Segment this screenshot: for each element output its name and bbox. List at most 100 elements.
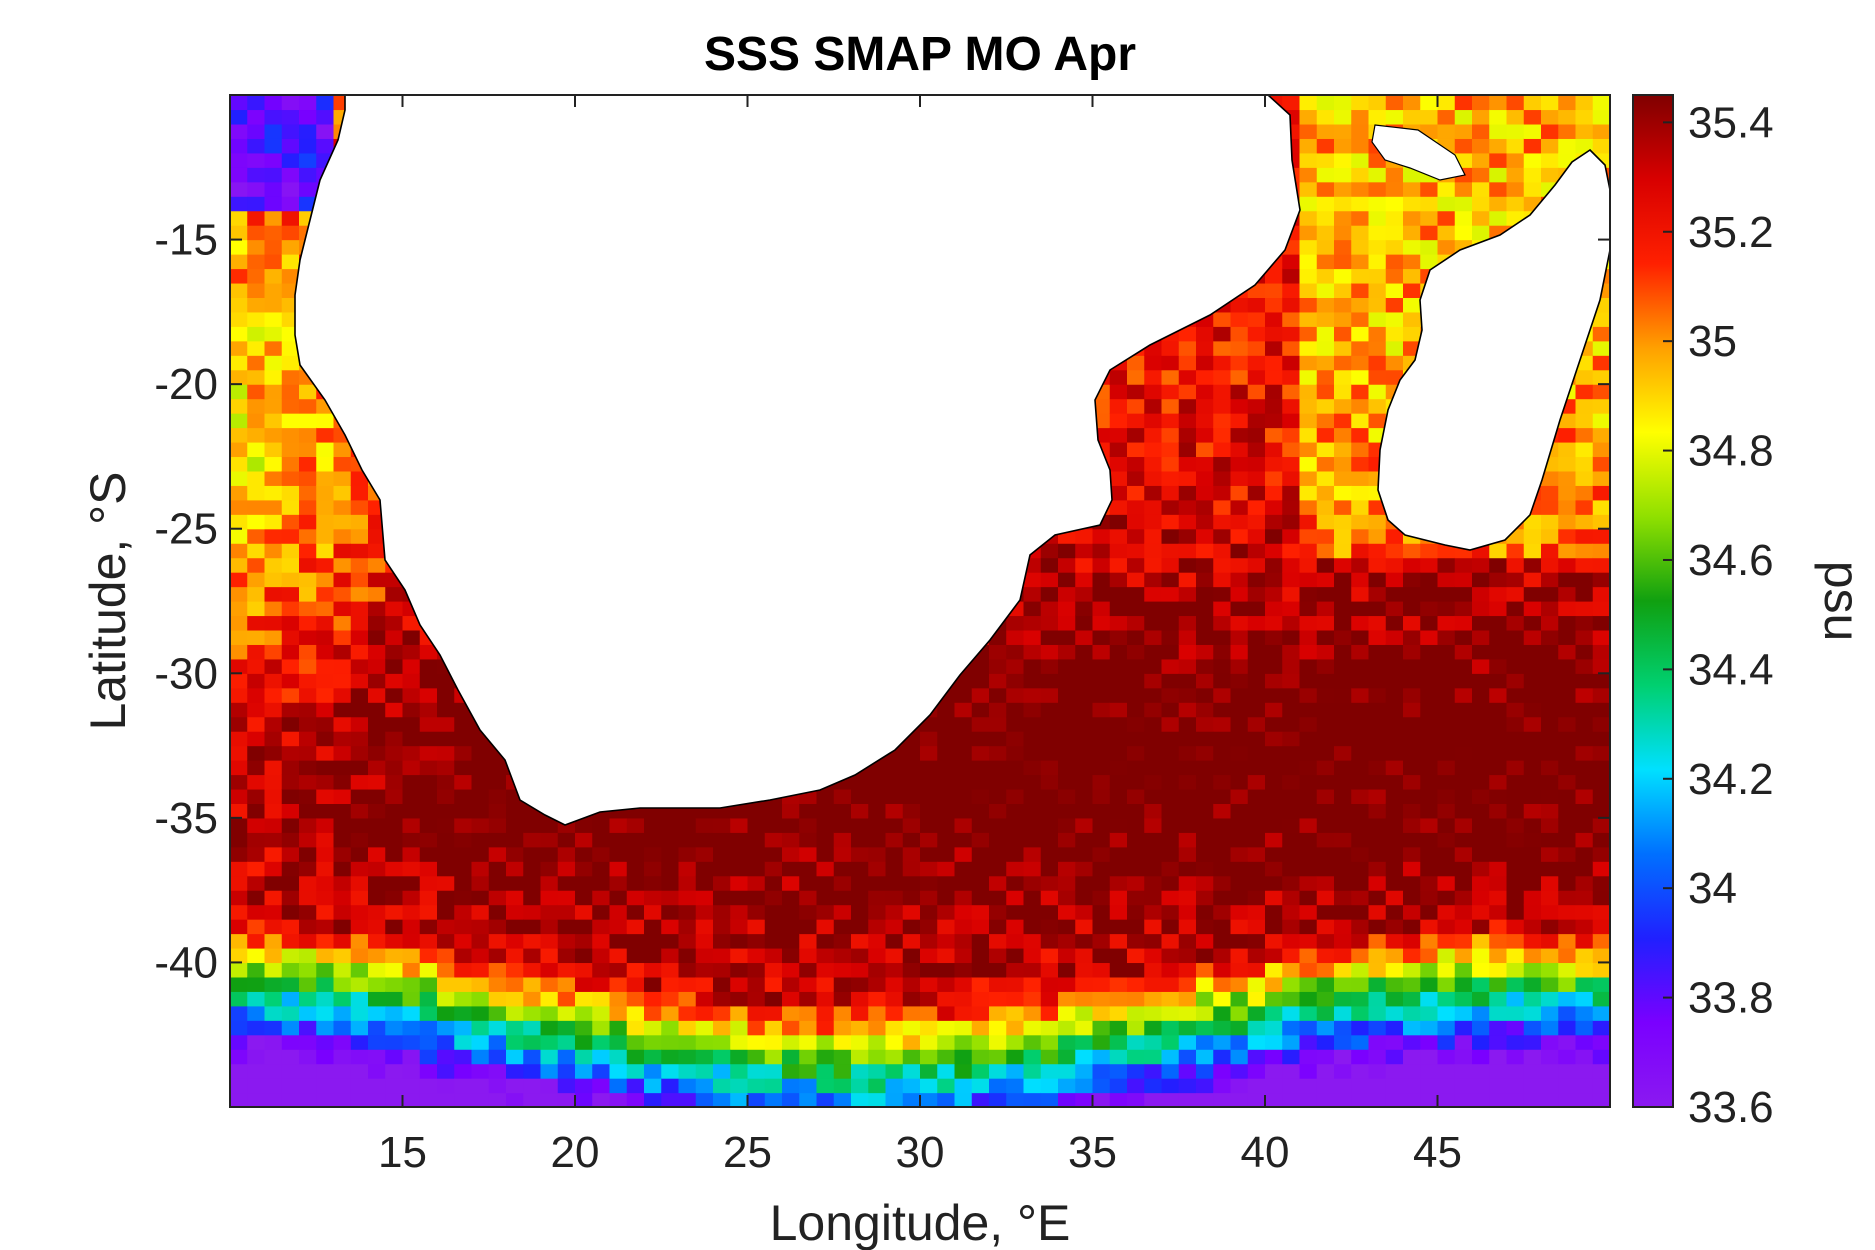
heatmap-cell bbox=[1092, 947, 1111, 964]
heatmap-cell bbox=[1196, 644, 1214, 660]
heatmap-cell bbox=[1058, 774, 1076, 790]
heatmap-cell bbox=[488, 1092, 507, 1107]
heatmap-cell bbox=[368, 644, 386, 660]
heatmap-cell bbox=[1161, 933, 1180, 949]
heatmap-cell bbox=[1282, 268, 1301, 284]
heatmap-cell bbox=[281, 225, 300, 241]
heatmap-cell bbox=[1144, 1034, 1163, 1050]
heatmap-cell bbox=[368, 904, 386, 920]
heatmap-cell bbox=[1282, 297, 1301, 313]
heatmap-cell bbox=[954, 933, 973, 949]
heatmap-cell bbox=[1351, 181, 1370, 197]
heatmap-cell bbox=[695, 1005, 714, 1021]
heatmap-cell bbox=[1144, 427, 1163, 443]
heatmap-cell bbox=[1075, 933, 1094, 949]
heatmap-cell bbox=[1127, 586, 1145, 602]
heatmap-cell bbox=[1144, 904, 1163, 920]
heatmap-cell bbox=[1109, 470, 1128, 486]
heatmap-cell bbox=[1299, 702, 1318, 718]
heatmap-cell bbox=[661, 1092, 680, 1107]
heatmap-cell bbox=[299, 1034, 317, 1050]
heatmap-cell bbox=[1454, 1092, 1473, 1107]
heatmap-cell bbox=[368, 702, 386, 718]
heatmap-cell bbox=[920, 1034, 938, 1050]
heatmap-cell bbox=[661, 976, 680, 992]
heatmap-cell bbox=[1144, 557, 1163, 573]
heatmap-cell bbox=[1075, 528, 1094, 544]
heatmap-cell bbox=[592, 1020, 611, 1036]
heatmap-cell bbox=[385, 644, 404, 660]
heatmap-cell bbox=[1230, 904, 1249, 920]
heatmap-cell bbox=[247, 398, 266, 414]
heatmap-cell bbox=[1420, 890, 1439, 906]
heatmap-cell bbox=[247, 384, 266, 400]
heatmap-cell bbox=[1247, 962, 1266, 978]
heatmap-cell bbox=[1351, 832, 1370, 848]
heatmap-cell bbox=[1109, 615, 1128, 631]
heatmap-cell bbox=[885, 1005, 904, 1021]
heatmap-cell bbox=[1316, 615, 1335, 631]
heatmap-cell bbox=[592, 1049, 611, 1065]
heatmap-cell bbox=[1316, 413, 1335, 429]
heatmap-cell bbox=[454, 803, 473, 819]
heatmap-cell bbox=[626, 962, 645, 978]
heatmap-cell bbox=[488, 947, 507, 964]
heatmap-cell bbox=[523, 1078, 542, 1094]
heatmap-cell bbox=[316, 716, 335, 732]
heatmap-cell bbox=[333, 615, 352, 631]
heatmap-cell bbox=[1213, 528, 1232, 544]
heatmap-cell bbox=[1403, 760, 1421, 776]
heatmap-cell bbox=[730, 861, 749, 877]
heatmap-cell bbox=[1247, 904, 1266, 920]
heatmap-cell bbox=[247, 788, 266, 804]
heatmap-cell bbox=[1247, 543, 1266, 559]
heatmap-cell bbox=[1230, 413, 1249, 429]
heatmap-cell bbox=[868, 1034, 887, 1050]
heatmap-cell bbox=[1230, 774, 1249, 790]
heatmap-cell bbox=[1178, 1005, 1197, 1021]
heatmap-cell bbox=[764, 832, 783, 848]
heatmap-cell bbox=[350, 673, 369, 689]
heatmap-cell bbox=[971, 933, 990, 949]
heatmap-cell bbox=[1351, 615, 1370, 631]
heatmap-cell bbox=[333, 817, 352, 833]
heatmap-cell bbox=[247, 629, 266, 645]
heatmap-cell bbox=[385, 832, 404, 848]
heatmap-cell bbox=[1006, 1005, 1025, 1021]
heatmap-cell bbox=[609, 947, 628, 964]
heatmap-cell bbox=[1196, 427, 1214, 443]
heatmap-cell bbox=[368, 1078, 386, 1094]
heatmap-cell bbox=[437, 745, 455, 761]
heatmap-cell bbox=[299, 1078, 317, 1094]
heatmap-cell bbox=[1403, 1020, 1421, 1036]
heatmap-cell bbox=[247, 427, 266, 443]
heatmap-cell bbox=[506, 919, 524, 935]
heatmap-cell bbox=[1144, 846, 1163, 862]
heatmap-cell bbox=[1023, 687, 1042, 703]
heatmap-cell bbox=[1454, 1078, 1473, 1094]
heatmap-cell bbox=[368, 832, 386, 848]
heatmap-cell bbox=[419, 947, 438, 964]
heatmap-cell bbox=[1092, 1020, 1111, 1036]
heatmap-cell bbox=[1127, 745, 1145, 761]
heatmap-cell bbox=[1282, 528, 1301, 544]
heatmap-cell bbox=[385, 890, 404, 906]
heatmap-cell bbox=[1213, 514, 1232, 530]
heatmap-cell bbox=[782, 1020, 800, 1036]
heatmap-cell bbox=[1127, 644, 1145, 660]
heatmap-cell bbox=[1178, 991, 1197, 1007]
heatmap-cell bbox=[678, 875, 697, 891]
heatmap-cell bbox=[1334, 702, 1352, 718]
heatmap-cell bbox=[1230, 861, 1249, 877]
heatmap-cell bbox=[1385, 1063, 1404, 1079]
heatmap-cell bbox=[764, 875, 783, 891]
heatmap-cell bbox=[1403, 962, 1421, 978]
heatmap-cell bbox=[1109, 456, 1128, 472]
heatmap-cell bbox=[1161, 760, 1180, 776]
heatmap-cell bbox=[385, 687, 404, 703]
heatmap-cell bbox=[1351, 1034, 1370, 1050]
heatmap-cell bbox=[1023, 760, 1042, 776]
heatmap-cell bbox=[713, 962, 731, 978]
heatmap-cell bbox=[1213, 861, 1232, 877]
heatmap-cell bbox=[1178, 803, 1197, 819]
